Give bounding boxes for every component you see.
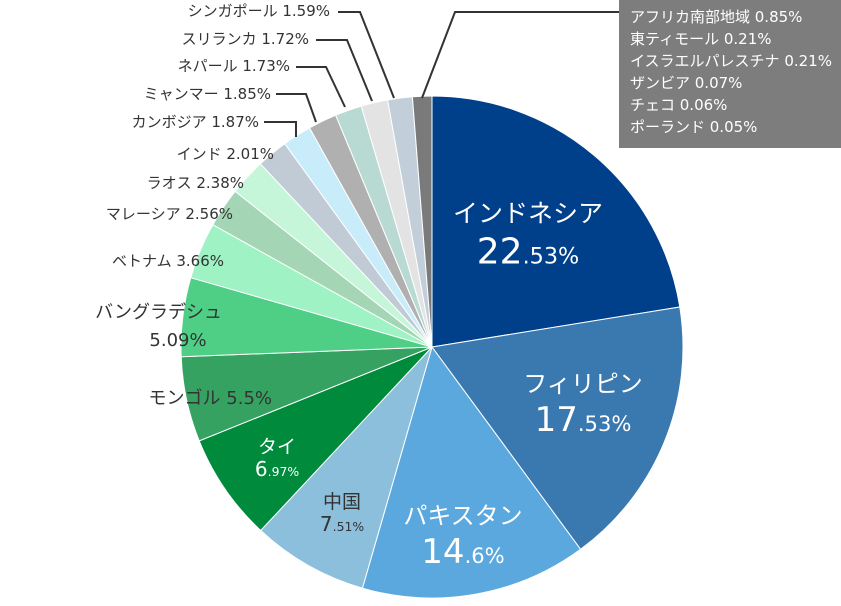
other-box: アフリカ南部地域 0.85% 東ティモール 0.21% イスラエルパレスチナ 0.2…	[421, 0, 841, 148]
pie-slice-3	[260, 346, 433, 589]
slice-label: マレーシア 2.56%	[106, 205, 233, 223]
leader-line	[296, 66, 346, 108]
other-box-bg	[619, 0, 841, 148]
other-box-item: アフリカ南部地域 0.85%	[630, 8, 802, 26]
slice-label: 5.09%	[149, 330, 206, 351]
other-leader-line	[421, 11, 619, 99]
other-box-item: 東ティモール 0.21%	[630, 30, 772, 48]
pie-slices	[180, 95, 684, 599]
slice-label-name: 中国	[323, 491, 361, 513]
slice-label: ラオス 2.38%	[147, 174, 244, 192]
slice-label-name: インドネシア	[453, 199, 603, 228]
slice-label-name: パキスタン	[403, 502, 522, 530]
slice-label-value: 7.51%	[320, 512, 364, 536]
slice-label-value: 14.6%	[421, 532, 504, 572]
pie-slice-0	[431, 95, 681, 348]
slice-label-value: 22.53%	[477, 231, 580, 272]
slice-label: ネパール 1.73%	[178, 57, 290, 75]
leader-line	[338, 11, 395, 99]
slice-label: ベトナム 3.66%	[112, 252, 224, 270]
slice-label: シンガポール 1.59%	[188, 2, 330, 20]
slice-label: インド 2.01%	[177, 145, 274, 163]
slice-label-name: タイ	[258, 436, 296, 458]
slice-label: カンボジア 1.87%	[132, 113, 259, 131]
leader-line	[264, 121, 297, 137]
leader-lines	[264, 11, 395, 137]
other-box-item: ポーランド 0.05%	[630, 118, 757, 136]
other-box-item: ザンビア 0.07%	[630, 74, 742, 92]
slice-label-value: 6.97%	[255, 457, 299, 481]
slice-label-name: フィリピン	[523, 370, 643, 398]
slice-label: モンゴル 5.5%	[149, 388, 272, 409]
other-box-item: イスラエルパレスチナ 0.21%	[630, 52, 832, 70]
leader-line	[276, 93, 317, 123]
pie-slice-1	[431, 306, 684, 551]
slice-label: バングラデシュ	[95, 302, 222, 323]
leader-line	[316, 39, 373, 102]
other-box-item: チェコ 0.06%	[630, 96, 727, 114]
slice-label: スリランカ 1.72%	[182, 30, 309, 48]
slice-label-value: 17.53%	[535, 400, 632, 440]
pie-slice-4	[198, 346, 433, 532]
pie-slice-2	[361, 345, 582, 599]
slice-label: ミャンマー 1.85%	[144, 85, 271, 103]
